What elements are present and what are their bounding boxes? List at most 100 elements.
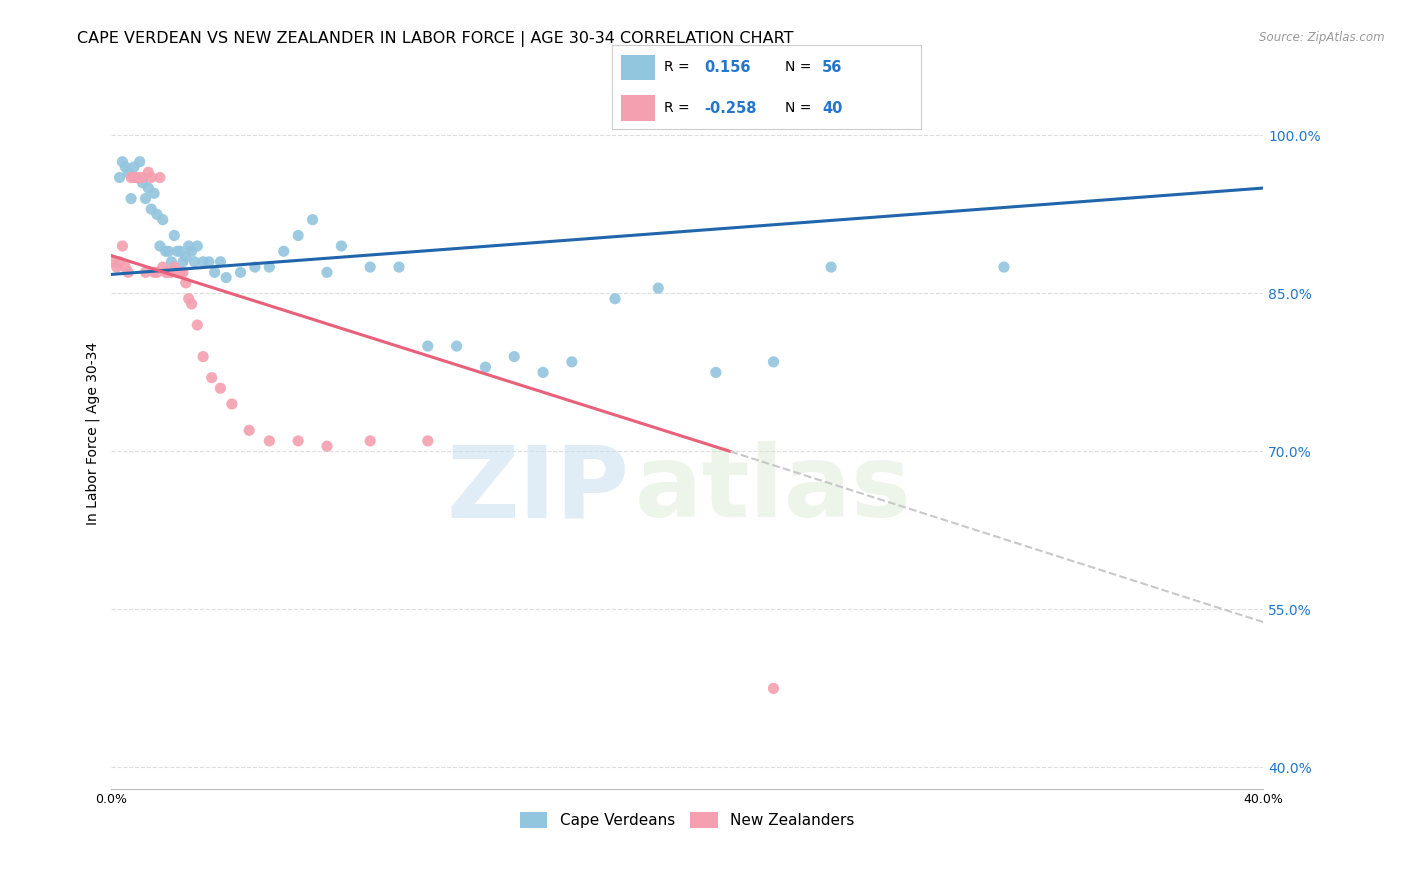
Point (204, 265, 226, 279)
Point (143, 265, 166, 279)
Point (114, 260, 136, 274)
Point (160, 254, 183, 268)
Point (416, 339, 439, 353)
Point (273, 244, 295, 259)
Text: 0.156: 0.156 (704, 60, 751, 75)
Point (166, 265, 188, 279)
Point (287, 434, 309, 448)
Point (111, 154, 134, 169)
Point (152, 212, 174, 227)
Text: 40: 40 (823, 101, 842, 116)
Y-axis label: In Labor Force | Age 30-34: In Labor Force | Age 30-34 (86, 342, 100, 524)
Point (128, 170, 150, 185)
Point (157, 265, 180, 279)
Point (316, 439, 339, 453)
Point (146, 207, 169, 221)
Point (647, 281, 669, 295)
Point (134, 192, 156, 206)
Point (138, 181, 160, 195)
Point (474, 360, 496, 375)
Point (146, 265, 169, 279)
Point (183, 254, 205, 268)
Point (122, 160, 145, 174)
Point (172, 254, 194, 268)
Point (287, 228, 309, 243)
Point (186, 318, 208, 332)
Point (141, 170, 163, 185)
Point (243, 260, 266, 274)
Point (125, 170, 148, 185)
Text: R =: R = (664, 61, 695, 74)
Text: N =: N = (785, 61, 815, 74)
Point (603, 292, 626, 306)
Point (128, 154, 150, 169)
Point (191, 254, 214, 268)
Point (180, 297, 202, 311)
Point (166, 244, 188, 259)
Point (111, 239, 134, 253)
Point (229, 265, 252, 279)
Point (143, 186, 166, 201)
Point (131, 170, 153, 185)
Point (209, 381, 232, 395)
Point (169, 265, 191, 279)
Text: atlas: atlas (636, 442, 912, 539)
Point (169, 244, 191, 259)
Point (301, 212, 323, 227)
FancyBboxPatch shape (621, 95, 655, 120)
Legend: Cape Verdeans, New Zealanders: Cape Verdeans, New Zealanders (513, 806, 860, 834)
Point (561, 355, 583, 369)
Point (388, 260, 411, 274)
Point (163, 260, 186, 274)
Point (152, 260, 174, 274)
Point (120, 170, 142, 185)
Point (704, 365, 727, 379)
Point (172, 265, 194, 279)
Point (149, 239, 172, 253)
Point (174, 276, 197, 290)
Point (259, 434, 281, 448)
Point (131, 176, 153, 190)
FancyBboxPatch shape (621, 54, 655, 80)
Point (108, 254, 131, 268)
Point (359, 260, 381, 274)
Point (177, 239, 200, 253)
Text: Source: ZipAtlas.com: Source: ZipAtlas.com (1260, 31, 1385, 45)
Point (105, 260, 128, 274)
Point (446, 339, 468, 353)
Point (157, 244, 180, 259)
Text: 56: 56 (823, 60, 842, 75)
Point (117, 165, 139, 179)
Point (186, 239, 208, 253)
Point (108, 170, 131, 185)
Point (160, 265, 183, 279)
Point (531, 365, 554, 379)
Point (149, 170, 172, 185)
Point (174, 250, 197, 264)
Point (238, 423, 260, 437)
Point (114, 160, 136, 174)
Point (134, 265, 156, 279)
Point (762, 355, 785, 369)
Point (762, 681, 785, 696)
Point (120, 192, 142, 206)
Point (201, 370, 224, 384)
Point (416, 434, 439, 448)
Point (359, 434, 381, 448)
Point (259, 260, 281, 274)
Point (141, 202, 163, 216)
Point (215, 270, 238, 285)
Text: -0.258: -0.258 (704, 101, 756, 116)
Point (122, 170, 145, 185)
Text: R =: R = (664, 101, 695, 115)
Point (125, 170, 148, 185)
Point (155, 244, 177, 259)
Text: ZIP: ZIP (447, 442, 630, 539)
Point (138, 165, 160, 179)
Point (316, 265, 339, 279)
Text: N =: N = (785, 101, 815, 115)
Point (191, 350, 214, 364)
Point (180, 244, 202, 259)
Point (503, 350, 526, 364)
Point (177, 292, 200, 306)
